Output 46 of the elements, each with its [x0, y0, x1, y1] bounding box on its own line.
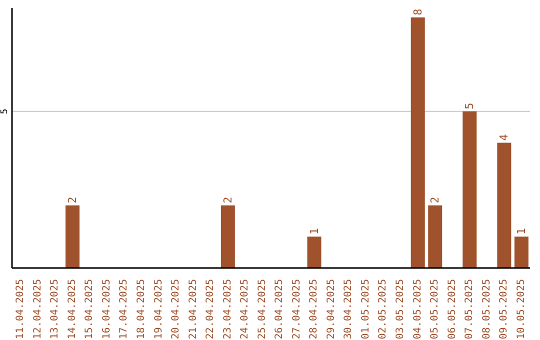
x-tick-label: 04.05.2025 — [412, 279, 424, 340]
x-tick-label: 29.04.2025 — [326, 279, 337, 340]
data-label: 2 — [66, 196, 80, 204]
data-label: 2 — [428, 196, 442, 204]
data-label: 1 — [514, 228, 528, 235]
x-tick-label: 26.04.2025 — [274, 279, 286, 340]
x-tick-label: 19.04.2025 — [153, 279, 164, 340]
x-tick-label: 17.04.2025 — [118, 279, 130, 340]
x-tick-label: 09.05.2025 — [498, 279, 510, 340]
x-tick-label: 25.04.2025 — [256, 279, 268, 340]
x-tick-label: 15.04.2025 — [84, 279, 96, 340]
data-label: 4 — [498, 134, 511, 141]
bar — [307, 236, 322, 268]
bar — [428, 205, 442, 268]
bar — [410, 17, 425, 268]
x-tick-label: 28.04.2025 — [308, 279, 320, 340]
x-tick-label: 24.04.2025 — [240, 279, 251, 340]
x-tick-label: 06.05.2025 — [446, 279, 458, 340]
x-tick-label: 14.04.2025 — [66, 279, 78, 340]
x-tick-label: 21.04.2025 — [188, 279, 199, 340]
bar — [220, 205, 235, 268]
bar — [462, 111, 477, 268]
data-label: 2 — [221, 196, 234, 204]
data-label: 1 — [308, 228, 321, 235]
bar — [66, 205, 80, 268]
x-tick-label: 11.04.2025 — [15, 279, 26, 340]
x-tick-label: 02.05.2025 — [378, 279, 389, 340]
x-tick-label: 23.04.2025 — [222, 279, 234, 340]
data-label: 5 — [463, 102, 476, 110]
x-tick-label: 20.04.2025 — [170, 279, 182, 340]
x-tick-label: 03.05.2025 — [395, 279, 406, 340]
x-tick-label: 10.05.2025 — [516, 279, 527, 340]
x-tick-label: 13.04.2025 — [50, 279, 61, 340]
bar — [514, 236, 528, 268]
x-tick-label: 01.05.2025 — [360, 279, 372, 340]
bar — [497, 142, 512, 268]
data-label: 8 — [411, 8, 424, 16]
x-tick-label: 07.05.2025 — [464, 279, 476, 340]
x-tick-label: 08.05.2025 — [481, 279, 492, 340]
x-tick-label: 16.04.2025 — [101, 279, 112, 340]
x-tick-label: 12.04.2025 — [32, 279, 44, 340]
x-tick-label: 05.05.2025 — [430, 279, 441, 340]
x-tick-label: 22.04.2025 — [205, 279, 216, 340]
x-tick-label: 30.04.2025 — [343, 279, 354, 340]
x-tick-label: 27.04.2025 — [291, 279, 302, 340]
x-tick-label: 18.04.2025 — [136, 279, 147, 340]
